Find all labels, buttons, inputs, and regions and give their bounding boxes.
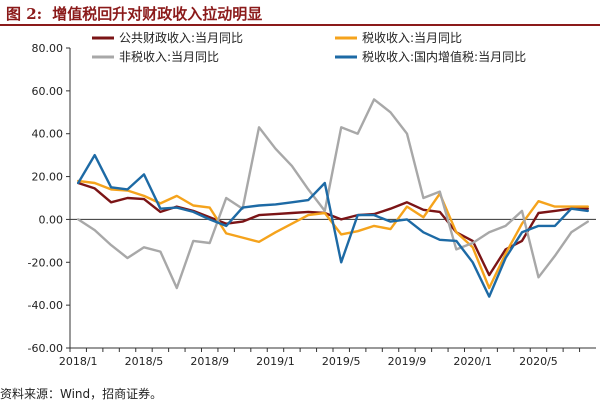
chart-axes: -60.00 -40.00 -20.00 0.00 20.00 40.00 60.00 80.… <box>28 42 596 368</box>
y-tick-label: 0.00 <box>39 213 64 226</box>
figure-title-bar: 图 2: 增值税回升对财政收入拉动明显 <box>0 0 600 26</box>
x-tick-label: 2020/5 <box>519 355 558 368</box>
x-tick-label: 2018/1 <box>59 355 98 368</box>
series-line-1 <box>76 181 589 277</box>
x-tick-label: 2019/5 <box>322 355 361 368</box>
series-line-4 <box>76 153 589 298</box>
source-note: 资料来源：Wind，招商证券。 <box>0 387 163 401</box>
x-tick-label: 2018/9 <box>190 355 229 368</box>
y-tick-label: -20.00 <box>28 256 63 269</box>
legend-label-3: 非税收入:当月同比 <box>119 50 219 64</box>
figure-title: 增值税回升对财政收入拉动明显 <box>52 5 263 23</box>
figure-label: 图 2: <box>6 5 43 23</box>
chart-series-lines <box>76 98 589 298</box>
series-line-3 <box>76 98 589 290</box>
y-tick-label: 40.00 <box>32 128 64 141</box>
legend-label-2: 税收收入:当月同比 <box>362 31 462 45</box>
line-chart: -60.00 -40.00 -20.00 0.00 20.00 40.00 60.00 80.… <box>28 31 596 368</box>
x-tick-label: 2019/1 <box>256 355 295 368</box>
y-tick-label: 80.00 <box>32 42 64 55</box>
y-tick-label: -60.00 <box>28 342 63 355</box>
legend-label-4: 税收收入:国内增值税:当月同比 <box>362 49 526 64</box>
x-tick-label: 2019/9 <box>388 355 427 368</box>
x-tick-label: 2018/5 <box>125 355 164 368</box>
y-tick-label: 60.00 <box>32 85 64 98</box>
legend-label-1: 公共财政收入:当月同比 <box>119 31 243 45</box>
y-tick-label: -40.00 <box>28 299 63 312</box>
x-tick-label: 2020/1 <box>453 355 492 368</box>
y-tick-label: 20.00 <box>32 171 64 184</box>
